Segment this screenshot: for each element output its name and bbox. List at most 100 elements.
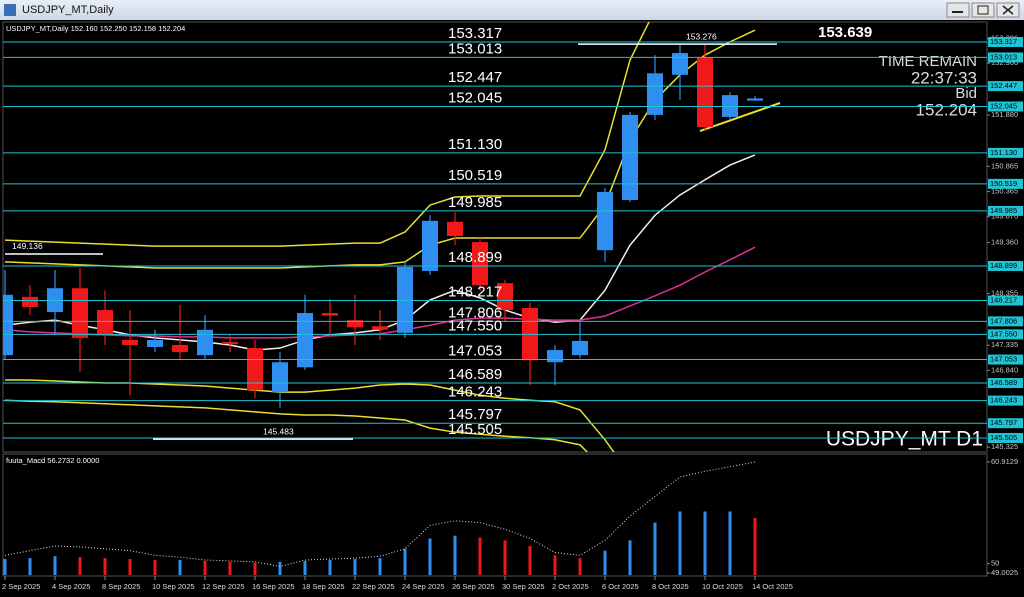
x-tick-label: 4 Sep 2025	[52, 582, 90, 591]
macd-bar	[478, 537, 482, 575]
x-tick-label: 8 Sep 2025	[102, 582, 140, 591]
macd-bar	[303, 560, 307, 575]
macd-bar	[653, 522, 657, 575]
chart-header: USDJPY_MT,Daily 152.160 152.250 152.158 …	[6, 24, 185, 33]
level-label: 147.806	[448, 304, 502, 321]
level-axis-box	[988, 395, 1023, 406]
macd-frame	[2, 453, 988, 577]
indicator-line	[4, 22, 650, 247]
level-axis-label: 152.447	[990, 81, 1017, 90]
macd-bar	[503, 540, 507, 575]
level-label: 147.550	[448, 317, 502, 334]
level-axis-box	[988, 205, 1023, 216]
time-remain: 22:37:33	[911, 68, 977, 87]
candle-body	[472, 242, 488, 286]
level-axis-label: 145.505	[990, 433, 1017, 442]
level-axis-label: 146.243	[990, 396, 1017, 405]
macd-plot	[3, 461, 757, 575]
x-tick-label: 10 Sep 2025	[152, 582, 195, 591]
level-axis-box	[988, 147, 1023, 158]
level-axis-label: 148.899	[990, 261, 1017, 270]
candle-body	[572, 340, 588, 356]
symbol-label: USDJPY_MT D1	[826, 428, 983, 451]
x-tick-label: 14 Oct 2025	[752, 582, 793, 591]
macd-bar	[378, 558, 382, 575]
y-tick-label: 149.870	[991, 212, 1018, 221]
x-tick-label: 8 Oct 2025	[652, 582, 689, 591]
candle-body	[347, 320, 363, 328]
level-axis-label: 153.317	[990, 37, 1017, 46]
candle-body	[697, 57, 713, 128]
x-tick-label: 2 Sep 2025	[2, 582, 40, 591]
candle-body	[122, 339, 138, 345]
level-axis-box	[988, 260, 1023, 271]
level-axis-box	[988, 81, 1023, 92]
candle-body	[222, 341, 238, 344]
candle-body	[3, 294, 13, 356]
candle-body	[72, 288, 88, 338]
level-axis-label: 150.519	[990, 179, 1017, 188]
x-tick-label: 12 Sep 2025	[202, 582, 245, 591]
level-label: 146.589	[448, 366, 502, 383]
level-axis-box	[988, 329, 1023, 340]
level-axis-box	[988, 37, 1023, 48]
candle-body	[272, 362, 288, 393]
level-axis-box	[988, 316, 1023, 327]
macd-bar	[453, 535, 457, 575]
price-mark-label: 153.276	[686, 31, 717, 41]
level-label: 153.013	[448, 40, 502, 57]
y-tick-label: 49.0025	[991, 568, 1018, 577]
macd-bar	[353, 559, 357, 575]
macd-bar	[528, 545, 532, 575]
macd-bar	[153, 559, 157, 575]
candle-body	[497, 283, 513, 311]
x-tick-label: 30 Sep 2025	[502, 582, 545, 591]
x-tick-label: 24 Sep 2025	[402, 582, 445, 591]
macd-bar	[403, 548, 407, 575]
level-axis-box	[988, 295, 1023, 306]
y-tick-label: 146.840	[991, 365, 1018, 374]
candle-body	[422, 220, 438, 271]
level-axis-box	[988, 178, 1023, 189]
x-tick-label: 6 Oct 2025	[602, 582, 639, 591]
macd-bar	[78, 557, 82, 575]
candle-body	[672, 53, 688, 75]
macd-bar	[103, 558, 107, 575]
x-tick-label: 26 Sep 2025	[452, 582, 495, 591]
x-tick-label: 22 Sep 2025	[352, 582, 395, 591]
macd-bar	[3, 559, 7, 575]
macd-bar	[753, 517, 757, 575]
x-tick-label: 18 Sep 2025	[302, 582, 345, 591]
level-label: 146.243	[448, 384, 502, 401]
close-icon	[1002, 5, 1014, 15]
macd-bar	[428, 538, 432, 575]
level-axis-label: 146.589	[990, 378, 1017, 387]
window-title: USDJPY_MT,Daily	[22, 4, 114, 16]
x-tick-label: 10 Oct 2025	[702, 582, 743, 591]
macd-bar	[253, 562, 257, 575]
main-plot	[3, 22, 763, 452]
candle-body	[172, 344, 188, 353]
level-axis-label: 152.045	[990, 101, 1017, 110]
level-label: 147.053	[448, 343, 502, 360]
macd-bar	[728, 511, 732, 575]
candle-body	[722, 95, 738, 117]
level-axis-box	[988, 378, 1023, 389]
restore-button[interactable]	[971, 2, 995, 18]
macd-bar	[578, 558, 582, 575]
candle-body	[322, 313, 338, 316]
indicator-line	[4, 399, 589, 452]
level-label: 148.899	[448, 249, 502, 266]
bid-label: Bid	[955, 85, 977, 102]
y-tick-label: 151.880	[991, 110, 1018, 119]
macd-bar	[703, 511, 707, 575]
candle-body	[372, 326, 388, 330]
level-axis-label: 149.985	[990, 206, 1017, 215]
candle-body	[97, 310, 113, 335]
level-label: 153.317	[448, 25, 502, 42]
minimize-button[interactable]	[946, 2, 970, 18]
level-axis-box	[988, 52, 1023, 63]
level-label: 152.447	[448, 69, 502, 86]
high-label: 153.639	[818, 24, 872, 41]
